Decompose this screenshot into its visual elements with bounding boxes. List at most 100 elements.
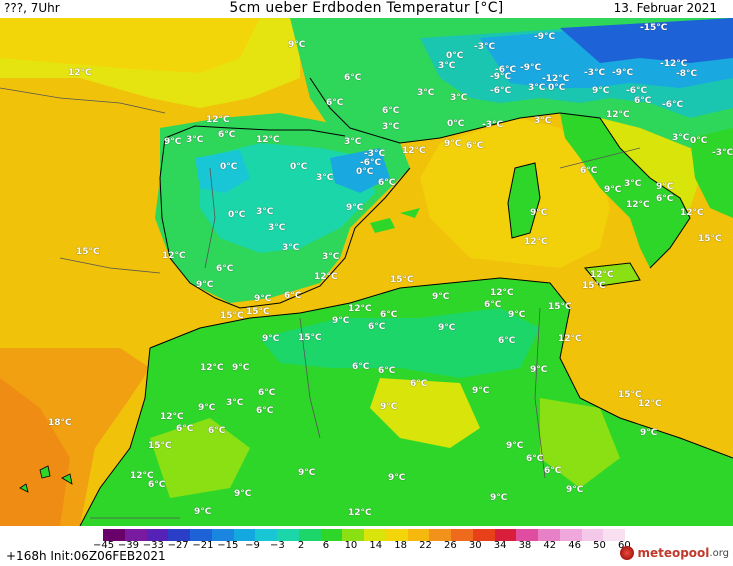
- temperature-label: -3°C: [584, 68, 606, 78]
- legend-swatch: [385, 529, 408, 541]
- temperature-label: 3°C: [534, 116, 552, 126]
- temperature-label: -9°C: [534, 32, 556, 42]
- legend-swatch: [559, 529, 582, 541]
- temperature-label: 12°C: [348, 304, 372, 314]
- balearic-island: [370, 218, 395, 233]
- legend-swatch: [342, 529, 364, 541]
- temperature-label: 12°C: [490, 288, 514, 298]
- legend-tick-label: 50: [593, 540, 606, 551]
- temperature-label: 3°C: [256, 207, 274, 217]
- temperature-label: 12°C: [638, 399, 662, 409]
- legend-swatch: [603, 529, 625, 541]
- temperature-label: 0°C: [690, 136, 708, 146]
- temperature-label: 6°C: [148, 480, 166, 490]
- border-line-1: [0, 87, 166, 114]
- temperature-label: 3°C: [382, 122, 400, 132]
- temperature-label: 6°C: [256, 406, 274, 416]
- temperature-label: 6°C: [284, 291, 302, 301]
- forecast-time-label: ???, 7Uhr: [4, 1, 60, 15]
- temperature-label: 12°C: [162, 251, 186, 261]
- temperature-label: 3°C: [268, 223, 286, 233]
- legend-swatch: [451, 529, 473, 541]
- legend-swatch: [190, 529, 212, 541]
- balearic-island-2: [400, 208, 420, 218]
- legend-tick-label: −9: [245, 540, 260, 551]
- temperature-label: 6°C: [378, 178, 396, 188]
- temperature-label: 9°C: [388, 473, 406, 483]
- temperature-label: 9°C: [472, 386, 490, 396]
- temperature-label: 15°C: [246, 307, 270, 317]
- legend-tick-label: 60: [618, 540, 631, 551]
- legend-tick-label: 14: [369, 540, 383, 551]
- temperature-label: 6°C: [544, 466, 562, 476]
- legend-tick-label: −15: [217, 540, 239, 551]
- temperature-label: 3°C: [672, 133, 690, 143]
- legend-swatch: [211, 529, 234, 541]
- meteopool-logo[interactable]: meteopool .org: [620, 546, 729, 560]
- temperature-label: 12°C: [200, 363, 224, 373]
- temperature-label: -6°C: [360, 158, 382, 168]
- canary-islands: [19, 465, 73, 493]
- footer: −45 −39 −33 −27 −21 −15 −9 −3 2 6 10 14 18 22 26 30 34 38…: [0, 526, 733, 566]
- temperature-label: 6°C: [326, 98, 344, 108]
- border-italy: [559, 147, 641, 169]
- legend-tick-label: 22: [419, 540, 432, 551]
- temperature-label: 9°C: [234, 489, 252, 499]
- border-line-2: [59, 257, 161, 274]
- legend-swatch: [298, 529, 321, 541]
- temperature-label: -6°C: [626, 86, 648, 96]
- temperature-label: 6°C: [176, 424, 194, 434]
- temperature-label: -3°C: [364, 149, 386, 159]
- sicily-coast: [584, 262, 641, 287]
- temperature-label: -9°C: [612, 68, 634, 78]
- morocco-south-patch: [150, 418, 250, 498]
- temperature-label: 9°C: [508, 310, 526, 320]
- temperature-label: -9°C: [490, 72, 512, 82]
- temperature-label: 0°C: [446, 51, 464, 61]
- temperature-label: 3°C: [282, 243, 300, 253]
- temperature-label: 15°C: [220, 311, 244, 321]
- temperature-label: 12°C: [348, 508, 372, 518]
- temperature-label: 15°C: [582, 281, 606, 291]
- legend-swatch: [255, 529, 277, 541]
- temperature-label: 12°C: [590, 270, 614, 280]
- corsica-sardinia-coast: [507, 162, 541, 239]
- adriatic-area: [600, 118, 700, 218]
- temperature-label: 3°C: [438, 61, 456, 71]
- legend-tick-label: 2: [297, 540, 305, 551]
- temperature-label: 9°C: [592, 86, 610, 96]
- temperature-label: -3°C: [712, 148, 733, 158]
- legend-tick-label: −39: [117, 540, 139, 551]
- legend-tick-label: −27: [167, 540, 189, 551]
- temperature-label: 9°C: [232, 363, 250, 373]
- temperature-label: 12°C: [206, 115, 230, 125]
- temperature-label: 0°C: [447, 119, 465, 129]
- temperature-label: 15°C: [148, 441, 172, 451]
- atlantic-warmest-area: [0, 378, 70, 526]
- temperature-label: 15°C: [548, 302, 572, 312]
- temperature-label: 0°C: [356, 167, 374, 177]
- legend-swatch: [494, 529, 517, 541]
- legend-swatch: [429, 529, 451, 541]
- legend-tick-label: 34: [493, 540, 507, 551]
- legend-tick-label: −3: [270, 540, 285, 551]
- temperature-label: 6°C: [656, 194, 674, 204]
- temperature-label: 9°C: [530, 365, 548, 375]
- temperature-label: 12°C: [130, 471, 154, 481]
- legend-swatch: [472, 529, 495, 541]
- run-info: +168h Init:06Z06FEB2021: [6, 549, 166, 563]
- legend-swatch: [538, 529, 560, 541]
- morocco-atlantic-coast: [79, 347, 151, 526]
- legend-swatch: [364, 529, 386, 541]
- temperature-label: -15°C: [640, 23, 668, 33]
- pyrenees-cold-area: [330, 148, 390, 193]
- temperature-label: 6°C: [484, 300, 502, 310]
- iberia-coast: [159, 137, 411, 309]
- legend-swatch: [146, 529, 169, 541]
- legend-tick-label: 46: [568, 540, 582, 551]
- temperature-label: 6°C: [218, 130, 236, 140]
- temperature-label: 12°C: [314, 272, 338, 282]
- northeast-coldest-area: [560, 18, 733, 63]
- temperature-label: 0°C: [220, 162, 238, 172]
- temperature-label: -9°C: [520, 63, 542, 73]
